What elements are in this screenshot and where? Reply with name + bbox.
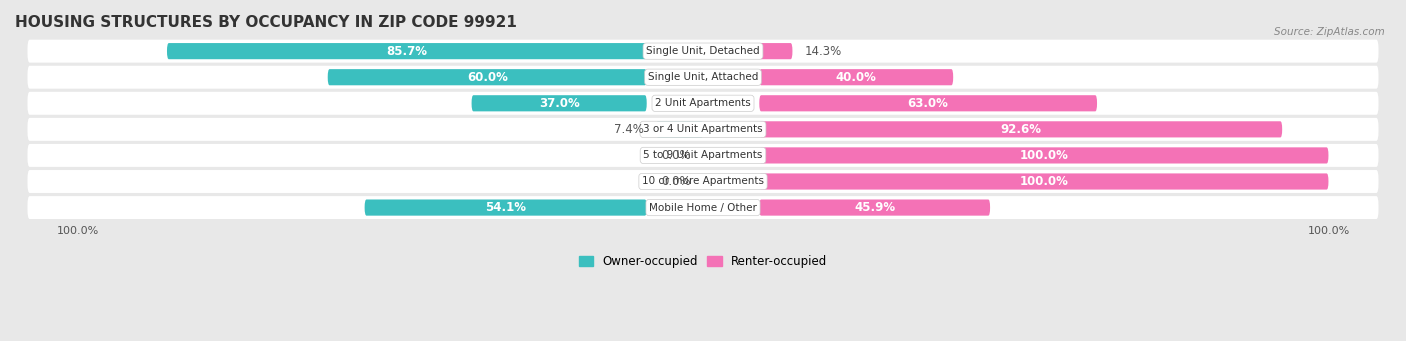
Text: 63.0%: 63.0% — [908, 97, 949, 110]
Text: 0.0%: 0.0% — [661, 149, 690, 162]
Text: 85.7%: 85.7% — [387, 45, 427, 58]
FancyBboxPatch shape — [759, 199, 990, 216]
FancyBboxPatch shape — [759, 43, 793, 59]
FancyBboxPatch shape — [28, 144, 1378, 167]
Text: 54.1%: 54.1% — [485, 201, 526, 214]
FancyBboxPatch shape — [167, 43, 647, 59]
FancyBboxPatch shape — [759, 69, 953, 85]
Text: 2 Unit Apartments: 2 Unit Apartments — [655, 98, 751, 108]
FancyBboxPatch shape — [28, 40, 1378, 63]
FancyBboxPatch shape — [28, 92, 1378, 115]
Text: 40.0%: 40.0% — [835, 71, 877, 84]
Text: 3 or 4 Unit Apartments: 3 or 4 Unit Apartments — [643, 124, 763, 134]
Text: Single Unit, Detached: Single Unit, Detached — [647, 46, 759, 56]
FancyBboxPatch shape — [759, 95, 1097, 112]
Text: 100.0%: 100.0% — [1019, 175, 1069, 188]
Text: 60.0%: 60.0% — [467, 71, 508, 84]
Text: HOUSING STRUCTURES BY OCCUPANCY IN ZIP CODE 99921: HOUSING STRUCTURES BY OCCUPANCY IN ZIP C… — [15, 15, 517, 30]
Text: 10 or more Apartments: 10 or more Apartments — [643, 177, 763, 187]
Legend: Owner-occupied, Renter-occupied: Owner-occupied, Renter-occupied — [574, 251, 832, 273]
Text: 14.3%: 14.3% — [806, 45, 842, 58]
FancyBboxPatch shape — [759, 121, 1282, 137]
Text: 7.4%: 7.4% — [614, 123, 644, 136]
FancyBboxPatch shape — [28, 66, 1378, 89]
FancyBboxPatch shape — [657, 121, 703, 137]
Text: Mobile Home / Other: Mobile Home / Other — [650, 203, 756, 212]
FancyBboxPatch shape — [364, 199, 647, 216]
FancyBboxPatch shape — [28, 118, 1378, 141]
FancyBboxPatch shape — [28, 170, 1378, 193]
Text: 0.0%: 0.0% — [661, 175, 690, 188]
Text: 92.6%: 92.6% — [1000, 123, 1042, 136]
Text: 37.0%: 37.0% — [538, 97, 579, 110]
Text: 100.0%: 100.0% — [1019, 149, 1069, 162]
FancyBboxPatch shape — [28, 196, 1378, 219]
Text: Source: ZipAtlas.com: Source: ZipAtlas.com — [1274, 27, 1385, 37]
FancyBboxPatch shape — [471, 95, 647, 112]
FancyBboxPatch shape — [328, 69, 647, 85]
Text: 5 to 9 Unit Apartments: 5 to 9 Unit Apartments — [644, 150, 762, 160]
Text: 45.9%: 45.9% — [853, 201, 896, 214]
FancyBboxPatch shape — [759, 174, 1329, 190]
FancyBboxPatch shape — [759, 147, 1329, 163]
Text: Single Unit, Attached: Single Unit, Attached — [648, 72, 758, 82]
